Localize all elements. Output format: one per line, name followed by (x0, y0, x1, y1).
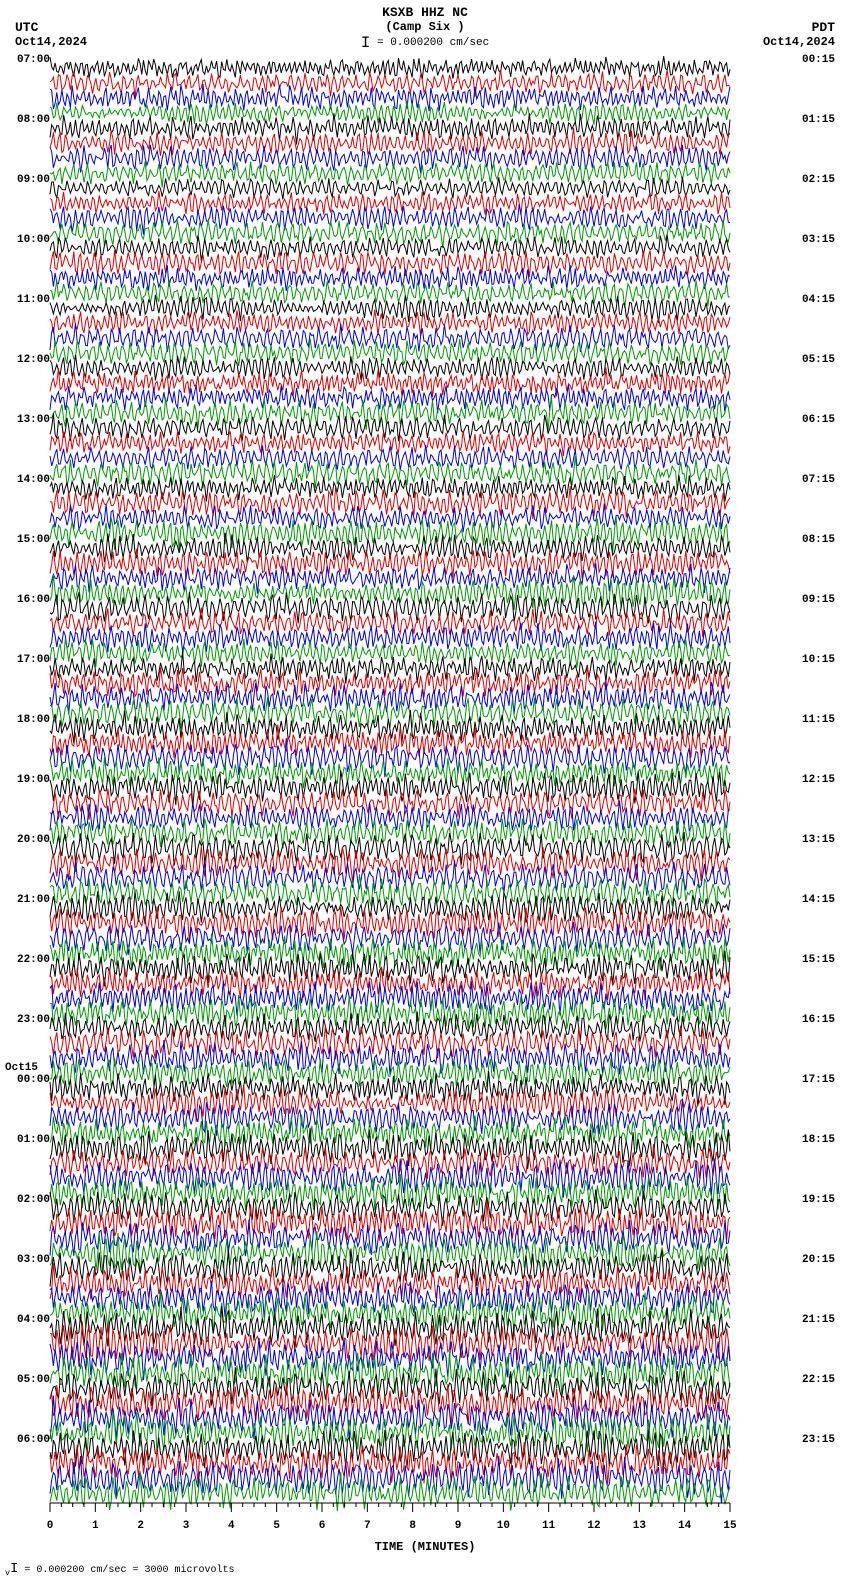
right-hour-label: 23:15 (802, 1434, 835, 1446)
right-hour-label: 10:15 (802, 654, 835, 666)
right-hour-label: 12:15 (802, 774, 835, 786)
left-hour-label: 01:00 (10, 1134, 50, 1146)
right-hour-label: 21:15 (802, 1314, 835, 1326)
left-hour-label: 02:00 (10, 1194, 50, 1206)
right-timezone: PDT (812, 20, 835, 35)
left-hour-label: 11:00 (10, 294, 50, 306)
right-hour-label: 08:15 (802, 534, 835, 546)
left-hour-label: 16:00 (10, 594, 50, 606)
x-tick-label: 5 (273, 1520, 280, 1532)
right-hour-label: 09:15 (802, 594, 835, 606)
right-hour-label: 18:15 (802, 1134, 835, 1146)
left-hour-label: 14:00 (10, 474, 50, 486)
left-timezone: UTC (15, 20, 38, 35)
x-tick-label: 3 (183, 1520, 190, 1532)
trace-row (50, 1485, 730, 1500)
left-hour-label: 04:00 (10, 1314, 50, 1326)
right-hour-label: 11:15 (802, 714, 835, 726)
x-axis-label: TIME (MINUTES) (0, 1540, 850, 1554)
left-day-break: Oct15 (5, 1062, 50, 1074)
left-hour-label: 10:00 (10, 234, 50, 246)
left-date: Oct14,2024 (15, 35, 87, 49)
right-hour-label: 17:15 (802, 1074, 835, 1086)
scale-note: I = 0.000200 cm/sec (0, 34, 850, 52)
left-hour-label: 23:00 (10, 1014, 50, 1026)
left-hour-label: 15:00 (10, 534, 50, 546)
right-hour-label: 02:15 (802, 174, 835, 186)
left-hour-label: 06:00 (10, 1434, 50, 1446)
x-tick-label: 14 (678, 1520, 691, 1532)
x-tick-label: 9 (455, 1520, 462, 1532)
left-hour-label: 07:00 (10, 54, 50, 66)
left-hour-label: 08:00 (10, 114, 50, 126)
right-hour-label: 13:15 (802, 834, 835, 846)
station-code: KSXB HHZ NC (0, 5, 850, 20)
left-hour-label: 00:00 (10, 1074, 50, 1086)
x-tick-label: 13 (633, 1520, 646, 1532)
right-hour-label: 01:15 (802, 114, 835, 126)
right-hour-label: 15:15 (802, 954, 835, 966)
left-hour-label: 21:00 (10, 894, 50, 906)
right-hour-label: 20:15 (802, 1254, 835, 1266)
station-location: (Camp Six ) (0, 20, 850, 34)
right-date: Oct14,2024 (763, 35, 835, 49)
right-hour-label: 16:15 (802, 1014, 835, 1026)
right-hour-label: 04:15 (802, 294, 835, 306)
right-hour-label: 07:15 (802, 474, 835, 486)
right-hour-label: 03:15 (802, 234, 835, 246)
left-hour-label: 05:00 (10, 1374, 50, 1386)
seismogram-plot (50, 60, 730, 1500)
footer-scale: vI = 0.000200 cm/sec = 3000 microvolts (5, 1561, 234, 1578)
x-tick-label: 1 (92, 1520, 99, 1532)
x-tick-label: 8 (409, 1520, 416, 1532)
x-tick-label: 10 (497, 1520, 510, 1532)
left-hour-label: 03:00 (10, 1254, 50, 1266)
left-hour-label: 19:00 (10, 774, 50, 786)
right-hour-label: 00:15 (802, 54, 835, 66)
left-hour-label: 22:00 (10, 954, 50, 966)
left-hour-label: 09:00 (10, 174, 50, 186)
right-hour-label: 06:15 (802, 414, 835, 426)
left-hour-label: 20:00 (10, 834, 50, 846)
left-hour-label: 18:00 (10, 714, 50, 726)
x-tick-label: 7 (364, 1520, 371, 1532)
left-hour-label: 17:00 (10, 654, 50, 666)
x-tick-label: 6 (319, 1520, 326, 1532)
x-tick-label: 4 (228, 1520, 235, 1532)
right-hour-label: 05:15 (802, 354, 835, 366)
left-hour-label: 13:00 (10, 414, 50, 426)
left-hour-label: 12:00 (10, 354, 50, 366)
x-tick-label: 2 (137, 1520, 144, 1532)
right-hour-label: 19:15 (802, 1194, 835, 1206)
x-tick-label: 0 (47, 1520, 54, 1532)
x-tick-label: 11 (542, 1520, 555, 1532)
header: KSXB HHZ NC (Camp Six ) I = 0.000200 cm/… (0, 5, 850, 52)
right-hour-label: 14:15 (802, 894, 835, 906)
x-tick-label: 12 (587, 1520, 600, 1532)
right-hour-label: 22:15 (802, 1374, 835, 1386)
x-tick-label: 15 (723, 1520, 736, 1532)
